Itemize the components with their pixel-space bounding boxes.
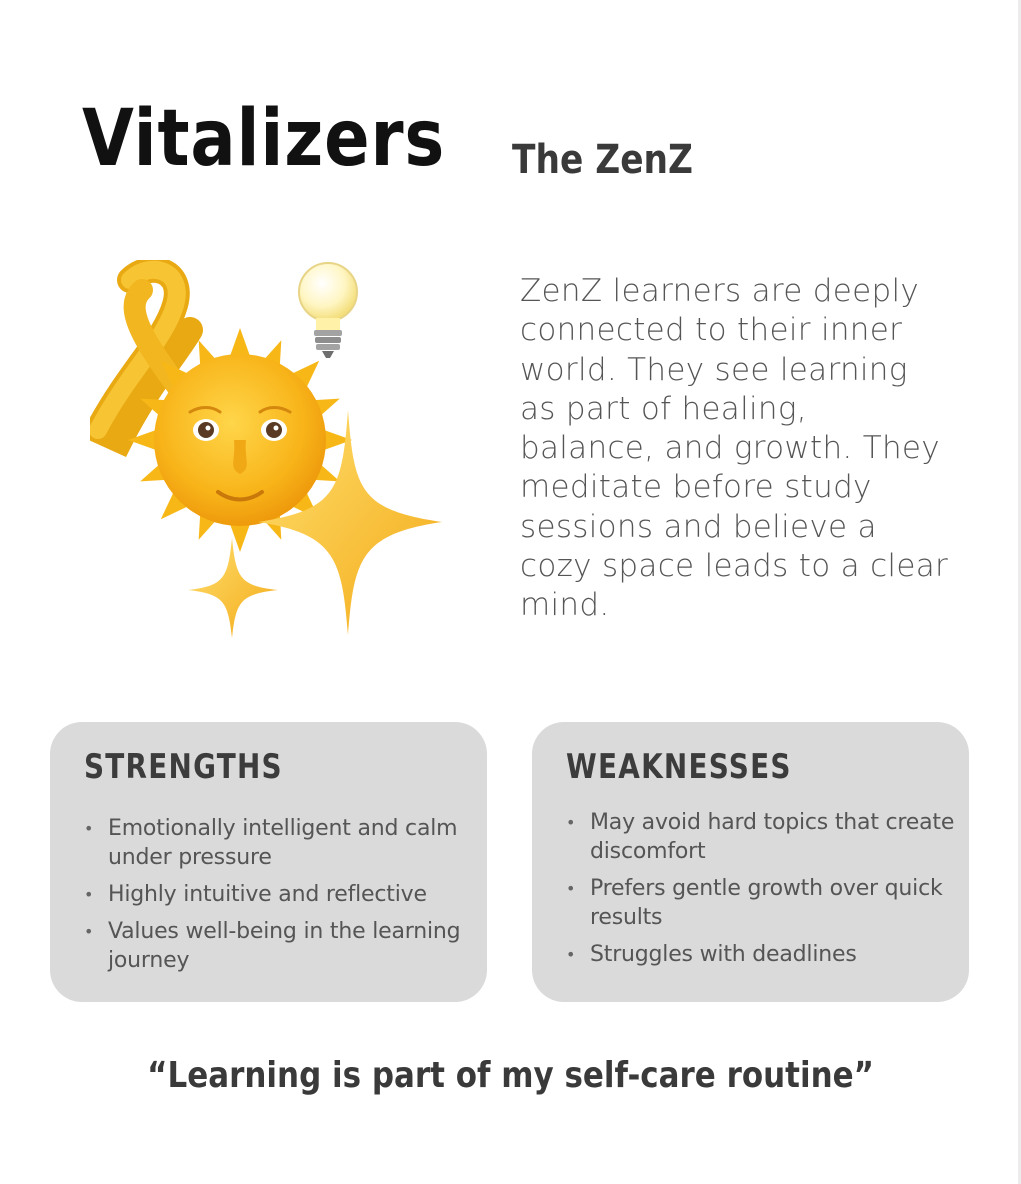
page-edge	[1018, 0, 1021, 1184]
page-title: Vitalizers	[82, 94, 446, 184]
persona-quote: “Learning is part of my self-care routin…	[0, 1058, 1021, 1094]
quote-text: “Learning is part of my self-care routin…	[147, 1055, 874, 1096]
strengths-card: STRENGTHS Emotionally intelligent and ca…	[50, 722, 487, 1002]
weaknesses-card: WEAKNESSES May avoid hard topics that cr…	[532, 722, 969, 1002]
list-item: Values well-being in the learning journe…	[84, 917, 479, 975]
weaknesses-list: May avoid hard topics that create discom…	[566, 808, 961, 977]
persona-illustration	[90, 260, 442, 638]
sparkles-icon	[188, 410, 442, 638]
strengths-list: Emotionally intelligent and calm under p…	[84, 814, 479, 983]
list-item: Prefers gentle growth over quick results	[566, 874, 961, 932]
list-item: Emotionally intelligent and calm under p…	[84, 814, 479, 872]
weaknesses-title: WEAKNESSES	[566, 747, 792, 787]
sun-with-face-icon	[128, 328, 352, 552]
page-subtitle: The ZenZ	[512, 137, 693, 183]
list-item: Struggles with deadlines	[566, 940, 961, 969]
persona-description: ZenZ learners are deeply connected to th…	[520, 273, 949, 624]
list-item: May avoid hard topics that create discom…	[566, 808, 961, 866]
lightbulb-icon	[298, 262, 358, 358]
list-item: Highly intuitive and reflective	[84, 880, 479, 909]
strengths-title: STRENGTHS	[84, 747, 283, 787]
